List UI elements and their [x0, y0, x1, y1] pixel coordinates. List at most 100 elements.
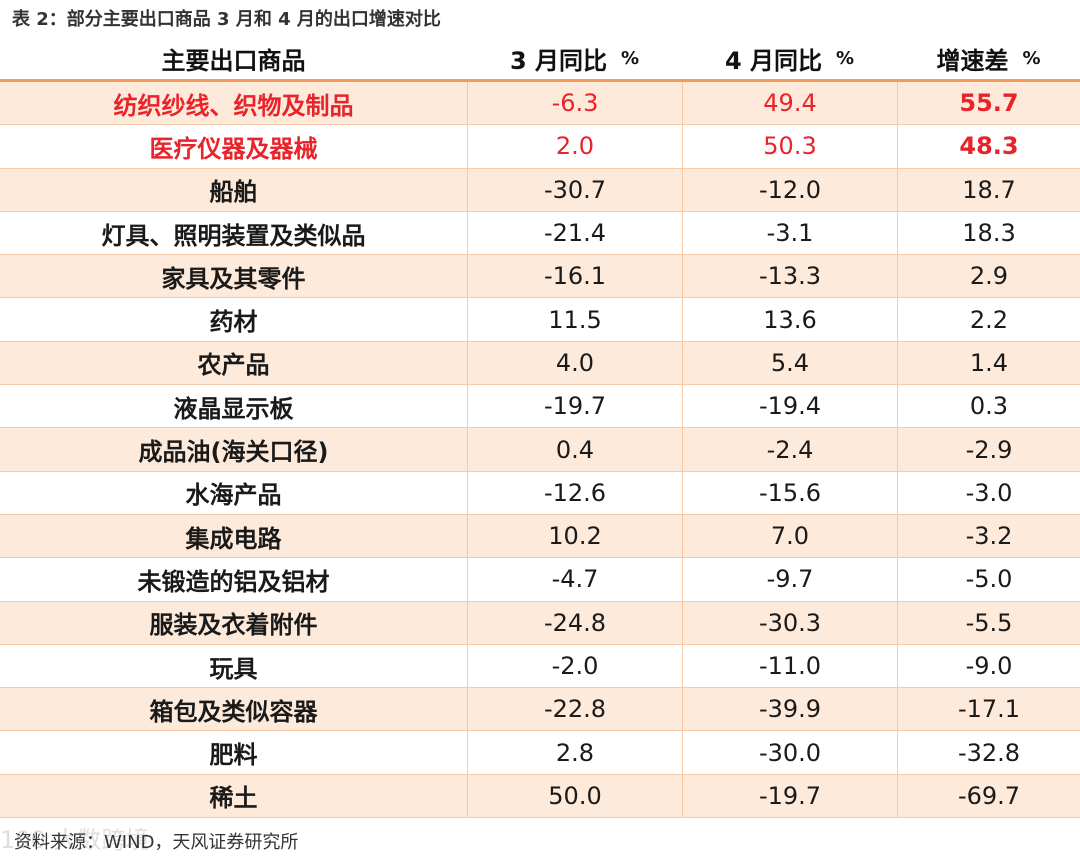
april-yoy-cell: 7.0: [682, 514, 897, 558]
april-yoy-cell-text: -30.3: [758, 608, 822, 637]
header-april-unit: %: [836, 47, 855, 69]
table-row: 玩具 -2.0 -11.0 -9.0: [0, 644, 1080, 689]
april-yoy-cell: -19.7: [682, 774, 897, 818]
table-row: 箱包及类似容器 -22.8 -39.9 -17.1: [0, 688, 1080, 732]
march-yoy-cell-text: 2.0: [555, 132, 595, 161]
commodity-cell: 未锻造的铝及铝材: [0, 558, 467, 600]
growth-diff-cell-text: -5.5: [965, 608, 1013, 637]
march-yoy-cell-text: 2.8: [555, 738, 595, 767]
growth-diff-cell: -69.7: [897, 774, 1080, 818]
april-yoy-cell: -30.3: [682, 601, 897, 644]
april-yoy-cell-text: -11.0: [758, 652, 822, 680]
march-yoy-cell: -4.7: [467, 558, 682, 601]
table-header-row: 主要出口商品 3 月同比% 4 月同比% 增速差%: [0, 37, 1080, 82]
march-yoy-cell: -21.4: [467, 211, 682, 255]
growth-diff-cell: 18.3: [897, 211, 1080, 255]
commodity-cell: 玩具: [0, 645, 467, 687]
commodity-cell: 稀土: [0, 775, 467, 817]
commodity-cell: 家具及其零件: [0, 255, 467, 297]
april-yoy-cell-text: -19.7: [758, 781, 822, 810]
march-yoy-cell-text: -30.7: [543, 175, 607, 204]
march-yoy-cell: 50.0: [467, 774, 682, 818]
april-yoy-cell-text: -9.7: [766, 565, 814, 594]
march-yoy-cell-text: 50.0: [548, 781, 602, 810]
march-yoy-cell: -6.3: [467, 82, 682, 125]
table-row: 水海产品 -12.6 -15.6 -3.0: [0, 471, 1080, 515]
header-march-yoy: 3 月同比%: [467, 37, 682, 79]
commodity-cell-text: 灯具、照明装置及类似品: [101, 221, 366, 250]
commodity-cell-text: 玩具: [209, 654, 258, 683]
header-april-yoy: 4 月同比%: [682, 37, 897, 79]
header-march-label: 3 月同比: [509, 46, 607, 75]
march-yoy-cell-text: -22.8: [543, 695, 607, 724]
march-yoy-cell: 4.0: [467, 341, 682, 385]
growth-diff-cell: 2.2: [897, 298, 1080, 341]
march-yoy-cell-text: -21.4: [543, 219, 607, 248]
april-yoy-cell-text: -15.6: [758, 478, 822, 507]
table-row: 未锻造的铝及铝材 -4.7 -9.7 -5.0: [0, 558, 1080, 602]
march-yoy-cell: -16.1: [467, 255, 682, 298]
growth-diff-cell: -5.0: [897, 558, 1080, 601]
commodity-cell-text: 集成电路: [185, 524, 282, 553]
table-row: 药材 11.5 13.6 2.2: [0, 298, 1080, 342]
source-note: 资料来源：WIND，天风证券研究所: [14, 832, 299, 853]
march-yoy-cell: -24.8: [467, 601, 682, 644]
growth-diff-cell-text: 0.3: [969, 392, 1009, 421]
april-yoy-cell-text: 50.3: [763, 132, 817, 161]
april-yoy-cell-text: 49.4: [763, 89, 817, 118]
march-yoy-cell-text: 0.4: [555, 435, 595, 464]
table-row: 肥料 2.8 -30.0 -32.8: [0, 731, 1080, 775]
commodity-cell: 集成电路: [0, 515, 467, 557]
commodity-cell-text: 家具及其零件: [161, 264, 306, 293]
table-row: 集成电路 10.2 7.0 -3.2: [0, 514, 1080, 559]
april-yoy-cell: -15.6: [682, 471, 897, 514]
growth-diff-cell: 55.7: [897, 82, 1080, 125]
april-yoy-cell-text: -12.0: [758, 175, 822, 204]
april-yoy-cell-text: -30.0: [758, 738, 822, 767]
march-yoy-cell: -2.0: [467, 644, 682, 688]
growth-diff-cell-text: 1.4: [969, 348, 1009, 377]
commodity-cell: 医疗仪器及器械: [0, 125, 467, 167]
growth-diff-cell-text: -17.1: [957, 695, 1021, 724]
growth-diff-cell: -5.5: [897, 601, 1080, 644]
commodity-cell-text: 未锻造的铝及铝材: [137, 567, 330, 596]
commodity-cell: 肥料: [0, 731, 467, 773]
growth-diff-cell-text: -32.8: [957, 738, 1021, 767]
april-yoy-cell: -3.1: [682, 211, 897, 255]
commodity-cell: 服装及衣着附件: [0, 602, 467, 644]
march-yoy-cell-text: -6.3: [551, 89, 599, 118]
commodity-cell: 水海产品: [0, 472, 467, 514]
commodity-cell: 箱包及类似容器: [0, 688, 467, 730]
growth-diff-cell-text: 18.3: [962, 219, 1016, 248]
growth-diff-cell: -3.0: [897, 471, 1080, 514]
march-yoy-cell: -12.6: [467, 471, 682, 514]
growth-diff-cell-text: 2.2: [969, 305, 1009, 334]
april-yoy-cell: -19.4: [682, 385, 897, 428]
commodity-cell-text: 船舶: [209, 178, 258, 207]
growth-diff-cell: -32.8: [897, 731, 1080, 774]
april-yoy-cell: 5.4: [682, 341, 897, 385]
growth-diff-cell-text: -2.9: [965, 435, 1013, 464]
growth-diff-cell: -9.0: [897, 644, 1080, 688]
growth-diff-cell: 2.9: [897, 255, 1080, 298]
growth-diff-cell: -17.1: [897, 688, 1080, 731]
april-yoy-cell-text: -2.4: [766, 435, 814, 464]
header-commodity: 主要出口商品: [0, 37, 467, 79]
growth-diff-cell-text: 48.3: [959, 132, 1019, 161]
march-yoy-cell-text: -19.7: [543, 392, 607, 421]
april-yoy-cell: 13.6: [682, 298, 897, 341]
commodity-cell-text: 服装及衣着附件: [149, 611, 318, 640]
table-row: 医疗仪器及器械 2.0 50.3 48.3: [0, 125, 1080, 169]
commodity-cell-text: 箱包及类似容器: [149, 697, 318, 726]
table-row: 液晶显示板 -19.7 -19.4 0.3: [0, 385, 1080, 429]
table-row: 成品油(海关口径) 0.4 -2.4 -2.9: [0, 428, 1080, 472]
table-row: 农产品 4.0 5.4 1.4: [0, 341, 1080, 386]
commodity-cell: 药材: [0, 298, 467, 340]
commodity-cell-text: 药材: [209, 308, 258, 337]
commodity-cell-text: 肥料: [209, 741, 258, 770]
table-row: 稀土 50.0 -19.7 -69.7: [0, 774, 1080, 819]
march-yoy-cell-text: 4.0: [555, 348, 595, 377]
growth-diff-cell: 48.3: [897, 125, 1080, 168]
april-yoy-cell-text: 5.4: [770, 348, 810, 377]
commodity-cell: 纺织纱线、织物及制品: [0, 82, 467, 124]
